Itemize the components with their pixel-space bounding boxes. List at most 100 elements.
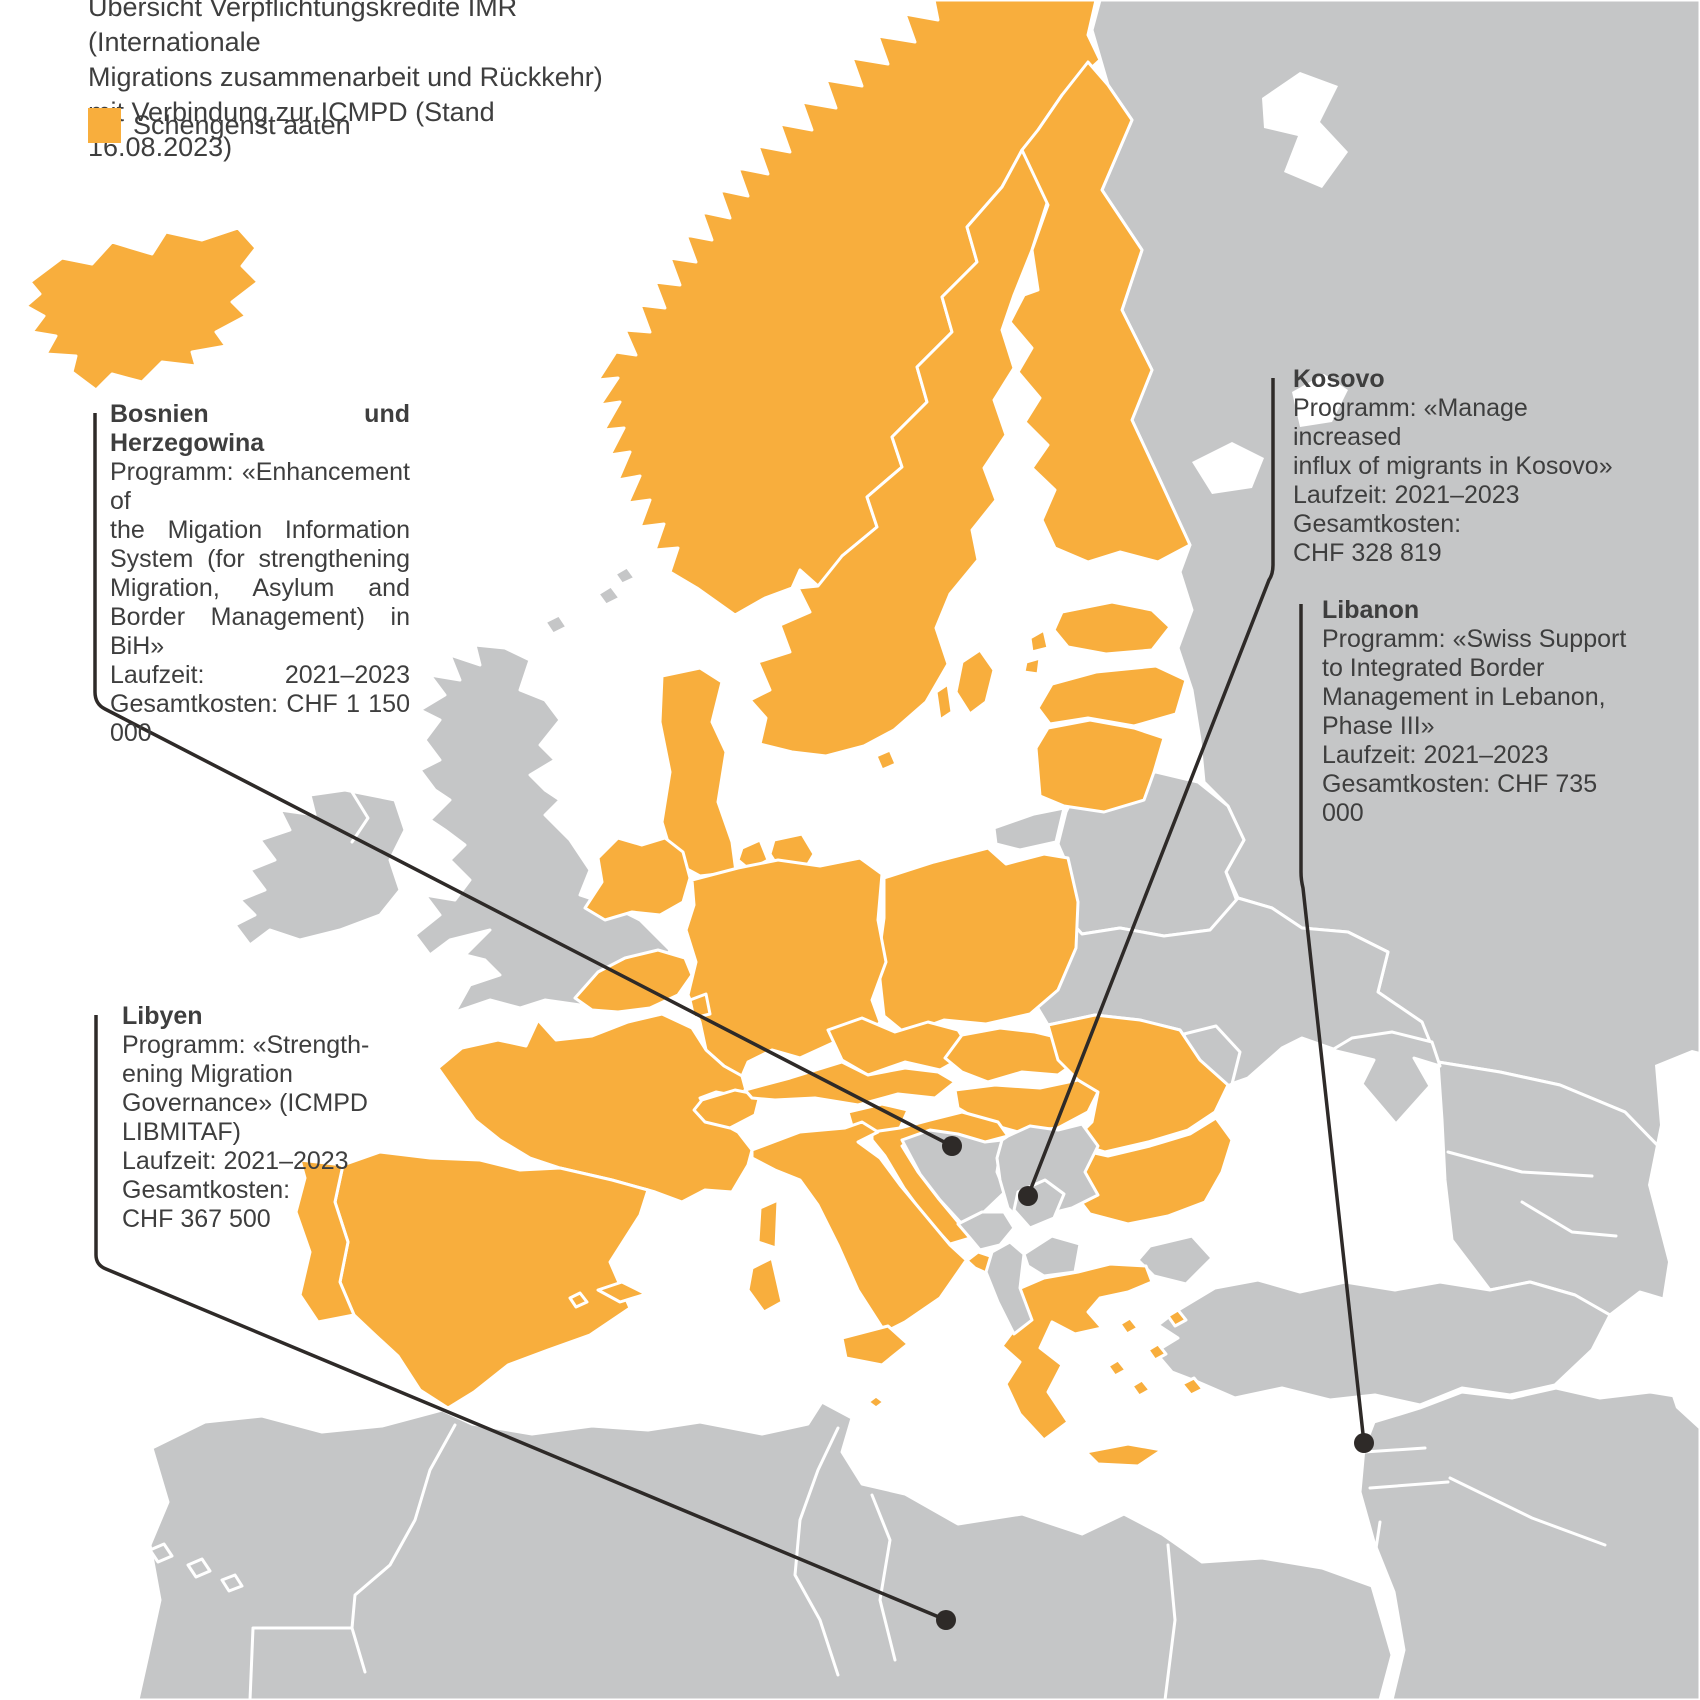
canary-islands — [148, 1542, 244, 1593]
annotation-line: Gesamtkosten: — [122, 1176, 291, 1204]
annotation-line: to Integrated Border — [1322, 654, 1545, 682]
dot-libya — [936, 1610, 956, 1630]
annotation-line: Programm: «Swiss Support — [1322, 625, 1627, 653]
dot-kosovo — [1018, 1186, 1038, 1206]
country-netherlands — [583, 836, 692, 922]
annotation-line: Laufzeit: 2021–2023 — [1293, 481, 1520, 509]
country-latvia — [1036, 664, 1188, 728]
balearic-islands — [568, 1280, 648, 1309]
lake-onega — [1292, 374, 1348, 427]
annotation-line: Migration, Asylum and — [110, 574, 410, 602]
annotation-line: ening Migration — [122, 1060, 293, 1088]
orkney-shetland — [543, 565, 637, 636]
country-slovakia — [943, 1026, 1084, 1084]
country-sweden — [748, 148, 1050, 758]
annotation-line: Management in Lebanon, — [1322, 683, 1606, 711]
malta — [866, 1394, 886, 1410]
country-turkey-europe — [1136, 1234, 1214, 1286]
annotation-line: Gesamtkosten: CHF 735 000 — [1322, 770, 1598, 827]
country-austria — [743, 1060, 957, 1107]
oland — [934, 682, 954, 722]
region-levant — [1358, 1386, 1700, 1700]
bornholm — [874, 748, 898, 772]
map-title-line: Migrations zusammenarbeit und Rückkehr) — [88, 62, 603, 92]
annotation-lebanon: Libanon Programm: «Swiss Support to Inte… — [1322, 596, 1642, 828]
country-albania — [984, 1240, 1034, 1336]
legend-swatch-schengen — [88, 108, 121, 143]
annotation-title: Bosnien und Herzegowina — [110, 400, 410, 457]
border-lebanon-syria — [1362, 1446, 1427, 1454]
region-north-africa — [136, 1400, 1394, 1700]
lake-ladoga — [1192, 442, 1264, 494]
country-kaliningrad — [992, 806, 1066, 852]
country-north-macedonia — [1022, 1234, 1082, 1278]
border-georgia — [1446, 1150, 1594, 1178]
annotation-title: Libanon — [1322, 596, 1420, 624]
sicily — [840, 1324, 910, 1367]
country-lithuania — [1034, 718, 1166, 814]
border-israel-syria — [1368, 1480, 1450, 1490]
annotation-line: Programm: «Manage increased — [1293, 394, 1528, 451]
border-libya-egypt — [1163, 1543, 1177, 1700]
crete — [1084, 1442, 1164, 1468]
country-romania — [1046, 1013, 1230, 1154]
border-armenia — [1520, 1200, 1618, 1238]
gotland — [954, 648, 996, 716]
map-title-line: mit Verbindung zur ICMPD (Stand 16.08.20… — [88, 97, 495, 162]
leader-bosnia — [93, 413, 953, 1148]
caspian-sea — [1648, 1050, 1700, 1430]
aegean-islands — [1106, 1308, 1205, 1398]
map-title-line: Übersicht Verpflichtungskredite IMR (Int… — [88, 0, 518, 57]
annotation-line: Gesamtkosten: CHF 1 150 — [110, 690, 410, 718]
dot-bosnia — [942, 1136, 962, 1156]
country-ireland — [233, 788, 407, 947]
annotation-line: Gesamtkosten: — [1293, 510, 1462, 538]
annotation-title: Libyen — [122, 1002, 203, 1030]
country-denmark — [658, 666, 738, 878]
leader-kosovo — [1026, 378, 1275, 1197]
annotation-line: Laufzeit: 2021–2023 — [110, 661, 410, 689]
border-tunisia-libya — [870, 1493, 897, 1662]
sardinia — [746, 1256, 784, 1314]
annotation-line: Governance» (ICMPD — [122, 1089, 368, 1117]
annotation-line: CHF 367 500 — [122, 1205, 271, 1233]
leader-libya — [94, 1015, 947, 1622]
annotation-line: Laufzeit: 2021–2023 — [1322, 741, 1549, 769]
annotation-title: Kosovo — [1293, 365, 1385, 393]
border-algeria-tunisia — [793, 1426, 840, 1677]
country-finland — [1008, 60, 1192, 564]
country-spain — [333, 1150, 650, 1410]
country-greece — [998, 1262, 1154, 1442]
annotation-line: CHF 328 819 — [1293, 539, 1442, 567]
country-estonia — [1052, 600, 1172, 656]
annotation-line: Programm: «Enhancement of — [110, 458, 410, 515]
country-iceland — [24, 226, 260, 392]
annotation-libya: Libyen Programm: «Strength- ening Migrat… — [122, 1002, 382, 1234]
legend-label: Schengenst aaten — [133, 110, 351, 140]
annotation-line: System (for strengthening — [110, 545, 410, 573]
annotation-line: LIBMITAF) — [122, 1118, 241, 1146]
legend: Schengenst aaten — [88, 108, 351, 143]
country-turkey — [1153, 1278, 1612, 1407]
region-caucasus — [1436, 1060, 1700, 1317]
estonian-islands — [1022, 628, 1050, 676]
annotation-bosnia: Bosnien und Herzegowina Programm: «Enhan… — [110, 400, 410, 748]
country-poland — [876, 846, 1080, 1036]
border-northern-ireland — [350, 790, 370, 844]
country-switzerland — [692, 1088, 762, 1130]
border-syria-iraq — [1448, 1476, 1607, 1547]
country-germany — [684, 856, 888, 1078]
annotation-line: 000 — [110, 719, 152, 747]
country-portugal — [294, 1158, 356, 1324]
country-montenegro — [956, 1210, 1016, 1252]
annotation-line: Laufzeit: 2021–2023 — [122, 1147, 349, 1175]
map-title: Übersicht Verpflichtungskredite IMR (Int… — [88, 0, 628, 165]
annotation-line: the Migation Information — [110, 516, 410, 544]
white-sea — [1262, 72, 1348, 188]
leader-lebanon — [1299, 604, 1366, 1444]
dot-lebanon — [1354, 1433, 1374, 1453]
corsica — [756, 1198, 780, 1250]
crimea — [1330, 1030, 1442, 1126]
